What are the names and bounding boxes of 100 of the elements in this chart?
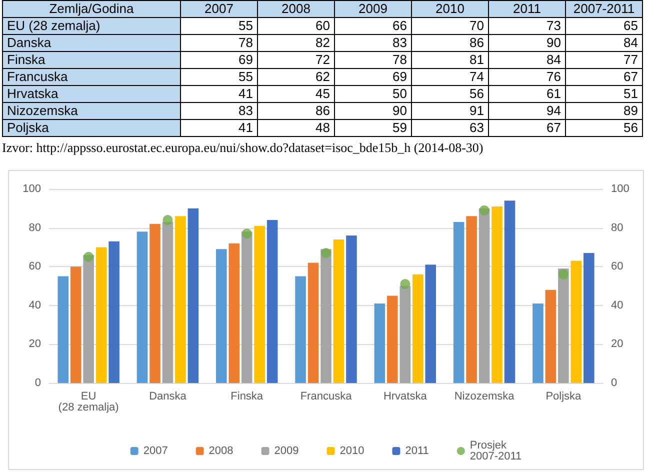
data-label: 56: [412, 86, 488, 102]
data-label: 45: [258, 86, 334, 102]
bar: [254, 226, 265, 383]
bar: [175, 216, 186, 383]
data-label: 90: [488, 34, 566, 52]
bar: [241, 232, 252, 383]
data-label: 72: [258, 52, 334, 68]
bar: [266, 220, 278, 383]
y-tick-label: 100: [22, 183, 41, 195]
data-label: 91: [412, 102, 488, 120]
x-tick-label: 2011: [488, 0, 566, 18]
data-label: 61: [488, 86, 566, 102]
point: [242, 228, 252, 239]
row-header-cell: Poljska: [2, 120, 180, 136]
data-label: 94: [488, 102, 566, 120]
bar: [478, 208, 490, 383]
bar: [346, 236, 357, 383]
x-tick-label: Nizozemska: [454, 390, 516, 402]
data-label: 84: [488, 52, 566, 68]
point: [558, 269, 568, 280]
point: [84, 252, 94, 262]
bar: [308, 262, 319, 383]
row-header-cell: EU (28 zemalja): [2, 18, 180, 34]
bar: [83, 254, 94, 383]
x-tick-label: Finska: [230, 390, 264, 402]
legend-label: 2010: [340, 445, 364, 457]
data-label: 73: [488, 18, 566, 34]
legend-label: 2008: [208, 445, 234, 457]
data-label: 63: [412, 120, 488, 136]
x-tick-label: 2007-2011: [566, 0, 642, 18]
legend-label: Prosjek 2007-2011: [470, 440, 522, 462]
data-label: 83: [334, 34, 412, 52]
text: Izvor: http://appsso.eurostat.ec.europa.eu/nui/show.do?dataset=isoc_bde15b_h (2014-08-30): [2, 140, 484, 156]
data-label: 81: [412, 52, 488, 68]
data-label: 60: [258, 18, 334, 34]
y-tick-label: 20: [28, 338, 41, 350]
row-header-cell: Finska: [2, 52, 180, 68]
data-label: 76: [488, 68, 566, 86]
data-label: 65: [566, 18, 642, 34]
y-tick-label: 0: [34, 377, 41, 389]
bar: [425, 264, 436, 383]
data-label: 51: [566, 86, 642, 102]
data-label: 84: [566, 34, 642, 52]
data-label: 74: [412, 68, 488, 86]
data-label: 90: [334, 102, 412, 120]
bar: [584, 253, 594, 383]
bar: [400, 286, 411, 383]
y2-tick-label: 20: [611, 338, 624, 350]
data-label: 83: [180, 102, 258, 120]
bar: [70, 266, 82, 383]
x-tick-label: 2010: [412, 0, 488, 18]
point: [400, 279, 410, 290]
bar: [96, 247, 107, 383]
bar: [570, 260, 582, 383]
data-label: 86: [412, 34, 488, 52]
bar: [374, 303, 386, 383]
bar: [162, 222, 174, 383]
data-label: 55: [180, 18, 258, 34]
data-label: 59: [334, 120, 412, 136]
data-label: 77: [566, 52, 642, 68]
data-label: 78: [180, 34, 258, 52]
point: [162, 215, 173, 226]
y-tick-label: 60: [28, 260, 41, 273]
point: [321, 248, 331, 258]
x-tick-label: 2009: [334, 0, 412, 18]
y2-tick-label: 40: [611, 299, 624, 312]
bar: [453, 222, 464, 383]
data-label: 62: [258, 68, 334, 86]
y2-tick-label: 60: [611, 260, 624, 273]
table-header-cell: Zemlja/Godina: [2, 0, 180, 18]
data-label: 69: [334, 68, 412, 86]
data-label: 41: [180, 86, 258, 102]
bar: [320, 249, 332, 383]
bar: [545, 290, 556, 383]
bar: [412, 274, 424, 383]
data-label: 66: [334, 18, 412, 34]
y-tick-label: 40: [28, 299, 41, 312]
data-label: 41: [180, 120, 258, 136]
data-label: 48: [258, 120, 334, 136]
data-label: 67: [488, 120, 566, 136]
bar: [136, 232, 148, 383]
bar: [466, 216, 477, 383]
data-label: 86: [258, 102, 334, 120]
data-label: 70: [412, 18, 488, 34]
data-label: 67: [566, 68, 642, 86]
data-label: 56: [566, 120, 642, 136]
data-label: 50: [334, 86, 412, 102]
y2-tick-label: 0: [611, 377, 618, 389]
x-tick-label: 2007: [180, 0, 258, 18]
bar: [504, 200, 516, 383]
data-label: 89: [566, 102, 642, 120]
bar: [58, 276, 68, 383]
bar: [558, 268, 569, 383]
bar: [295, 276, 306, 383]
bar: [216, 249, 227, 383]
legend-label: 2007: [143, 445, 168, 457]
bar: [387, 296, 398, 383]
row-header-cell: Nizozemska: [2, 102, 180, 120]
point: [479, 205, 490, 216]
y2-tick-label: 100: [611, 183, 630, 195]
